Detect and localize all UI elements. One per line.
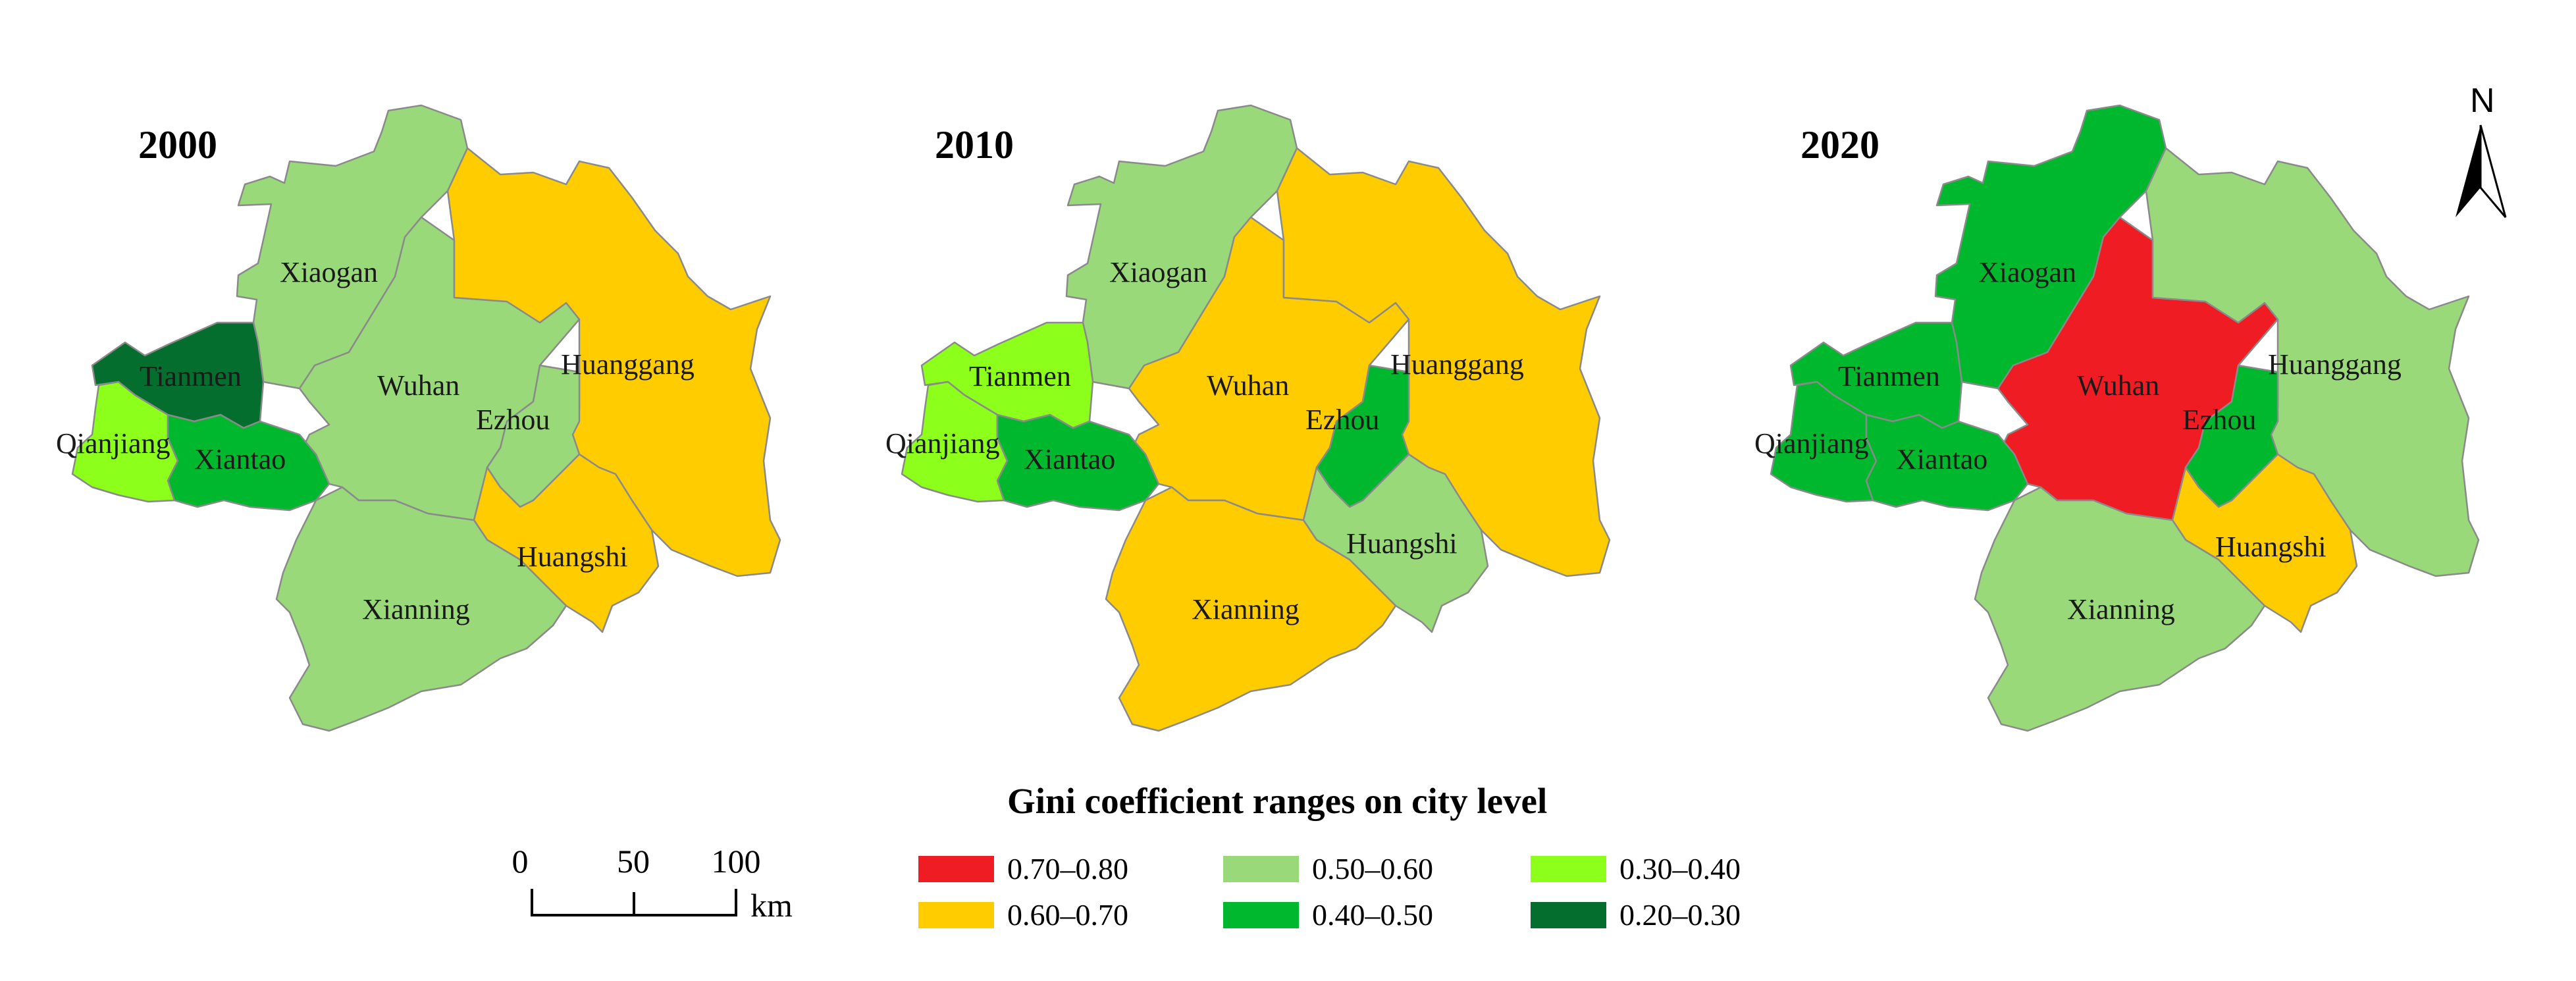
region-label-ezhou: Ezhou <box>2182 404 2256 436</box>
region-label-tianmen: Tianmen <box>140 360 242 392</box>
legend-item: 0.70–0.80 <box>918 852 1128 886</box>
year-label: 2010 <box>935 123 1014 167</box>
region-xianning <box>1974 486 2266 732</box>
region-label-wuhan: Wuhan <box>1207 369 1289 402</box>
legend-item: 0.20–0.30 <box>1531 898 1741 932</box>
legend-item: 0.30–0.40 <box>1531 852 1741 886</box>
region-label-xianning: Xianning <box>362 593 470 625</box>
legend-label: 0.40–0.50 <box>1312 898 1433 932</box>
legend-swatch <box>918 856 994 882</box>
legend-label: 0.50–0.60 <box>1312 852 1433 886</box>
region-xianning <box>1105 486 1397 732</box>
north-arrow-icon <box>2456 124 2507 218</box>
region-qianjiang <box>1770 381 1878 503</box>
region-label-xiantao: Xiantao <box>194 443 286 475</box>
region-label-ezhou: Ezhou <box>1305 404 1379 436</box>
region-xiantao <box>996 413 1160 512</box>
legend-swatch <box>1531 856 1606 882</box>
region-xiaogan <box>236 104 469 390</box>
region-label-xiantao: Xiantao <box>1896 443 1987 475</box>
region-label-huanggang: Huanggang <box>1390 348 1524 381</box>
legend: Gini coefficient ranges on city level 0.… <box>918 781 1741 932</box>
legend-label: 0.70–0.80 <box>1007 852 1128 886</box>
region-label-xiaogan: Xiaogan <box>1978 256 2076 288</box>
legend-swatch <box>1223 902 1299 928</box>
region-label-ezhou: Ezhou <box>476 404 550 436</box>
legend-swatch <box>1531 902 1606 928</box>
region-label-xiantao: Xiantao <box>1024 443 1115 475</box>
region-label-huangshi: Huangshi <box>517 541 628 573</box>
region-label-qianjiang: Qianjiang <box>885 427 1000 460</box>
legend-label: 0.20–0.30 <box>1619 898 1741 932</box>
legend-item: 0.40–0.50 <box>1223 898 1433 932</box>
region-xiaogan <box>1934 104 2167 390</box>
region-label-huanggang: Huanggang <box>561 348 695 381</box>
legend-label: 0.30–0.40 <box>1619 852 1741 886</box>
region-label-huanggang: Huanggang <box>2268 348 2402 381</box>
scale-tick-0: 0 <box>512 843 529 880</box>
legend-swatch <box>1223 856 1299 882</box>
scale-bar: 0 50 100 km <box>512 843 793 924</box>
region-label-qianjiang: Qianjiang <box>56 427 171 460</box>
region-huanggang <box>1276 147 1611 577</box>
scale-unit: km <box>750 887 793 924</box>
north-arrow: N <box>2456 82 2507 218</box>
region-label-wuhan: Wuhan <box>2077 369 2159 402</box>
region-qianjiang <box>71 381 179 503</box>
legend-item: 0.60–0.70 <box>918 898 1128 932</box>
region-label-wuhan: Wuhan <box>377 369 460 402</box>
legend-item: 0.50–0.60 <box>1223 852 1433 886</box>
region-label-tianmen: Tianmen <box>1838 360 1940 392</box>
region-xiantao <box>167 413 330 512</box>
region-xianning <box>275 486 567 732</box>
region-label-huangshi: Huangshi <box>1346 527 1458 560</box>
region-huanggang <box>446 147 781 577</box>
region-label-xiaogan: Xiaogan <box>1109 256 1207 288</box>
scale-bar-line <box>531 889 737 916</box>
year-label: 2020 <box>1801 123 1879 167</box>
map-panel-2010: 2010 Xiaogan Wuhan Huanggang Tianmen Qia… <box>885 104 1611 732</box>
legend-title: Gini coefficient ranges on city level <box>1007 781 1547 821</box>
region-xiaogan <box>1065 104 1298 390</box>
region-label-xiaogan: Xiaogan <box>280 256 378 288</box>
year-label: 2000 <box>138 123 217 167</box>
map-panel-2000: 2000 Xiaogan Wuhan Huanggang Tianmen Qia… <box>56 104 781 732</box>
scale-tick-50: 50 <box>617 843 650 880</box>
scale-tick-100: 100 <box>712 843 761 880</box>
region-xiantao <box>1865 413 2029 512</box>
region-label-xianning: Xianning <box>2067 593 2175 625</box>
legend-swatch <box>918 902 994 928</box>
region-label-qianjiang: Qianjiang <box>1754 427 1869 460</box>
region-label-huangshi: Huangshi <box>2215 531 2326 563</box>
map-panel-2020: 2020 Xiaogan Wuhan Huanggang Tianmen Qia… <box>1754 104 2480 732</box>
region-label-tianmen: Tianmen <box>969 360 1071 392</box>
region-label-xianning: Xianning <box>1192 593 1300 625</box>
legend-label: 0.60–0.70 <box>1007 898 1128 932</box>
region-huanggang <box>2145 147 2480 577</box>
north-label: N <box>2470 82 2495 120</box>
region-qianjiang <box>901 381 1009 503</box>
